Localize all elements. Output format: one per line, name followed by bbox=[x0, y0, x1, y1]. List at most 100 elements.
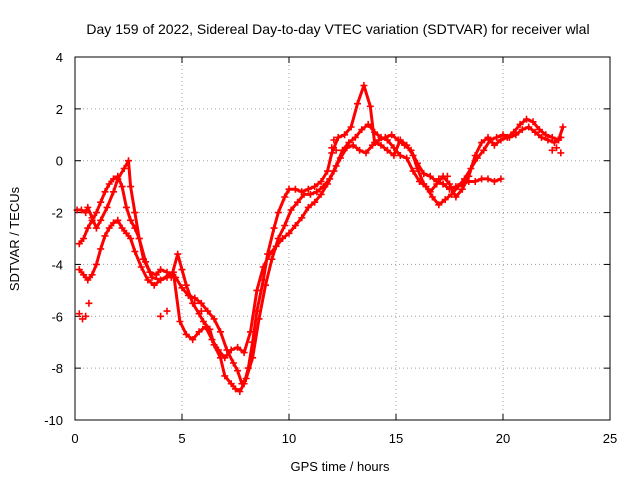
data-point bbox=[413, 159, 421, 167]
data-point bbox=[416, 178, 423, 185]
data-point bbox=[473, 154, 481, 162]
data-point bbox=[101, 188, 109, 196]
data-point bbox=[409, 167, 417, 175]
data-point bbox=[77, 206, 85, 214]
data-point bbox=[347, 123, 355, 131]
data-point bbox=[294, 198, 302, 206]
data-point bbox=[110, 175, 117, 183]
data-point bbox=[240, 349, 248, 357]
data-point bbox=[313, 188, 321, 196]
series-4 bbox=[75, 136, 565, 323]
data-point bbox=[349, 141, 357, 149]
data-point bbox=[304, 185, 312, 193]
data-point bbox=[505, 133, 513, 141]
data-point bbox=[480, 146, 488, 154]
data-point bbox=[88, 271, 96, 279]
data-point bbox=[127, 183, 135, 191]
data-point bbox=[401, 141, 409, 149]
data-point bbox=[97, 216, 105, 224]
series-3 bbox=[75, 131, 505, 362]
data-point bbox=[127, 235, 135, 242]
data-point bbox=[281, 193, 289, 201]
data-point bbox=[197, 307, 205, 315]
data-point bbox=[324, 180, 331, 188]
data-point bbox=[266, 250, 274, 258]
data-point bbox=[120, 165, 128, 172]
data-point bbox=[169, 268, 177, 276]
y-axis-label: SDTVAR / TECUs bbox=[7, 186, 22, 291]
data-point bbox=[446, 185, 453, 193]
data-point bbox=[304, 203, 312, 211]
data-point bbox=[490, 178, 498, 185]
data-point bbox=[210, 315, 218, 323]
data-point bbox=[110, 219, 117, 227]
data-point bbox=[531, 128, 539, 136]
data-point bbox=[362, 149, 370, 157]
data-point bbox=[443, 172, 451, 180]
data-point bbox=[516, 120, 524, 128]
data-point bbox=[354, 100, 361, 108]
series-trace bbox=[77, 122, 563, 386]
data-point bbox=[484, 175, 492, 183]
data-point bbox=[306, 190, 314, 198]
data-point bbox=[125, 157, 132, 165]
data-point bbox=[110, 188, 117, 196]
data-point bbox=[364, 120, 372, 128]
data-point bbox=[85, 299, 93, 307]
data-point bbox=[452, 183, 460, 191]
data-point bbox=[197, 299, 205, 307]
data-point bbox=[255, 315, 263, 323]
y-tick-label: 0 bbox=[56, 154, 63, 169]
data-point bbox=[298, 214, 306, 222]
data-point bbox=[82, 312, 90, 320]
data-point bbox=[163, 273, 171, 281]
data-point bbox=[512, 131, 520, 139]
data-point bbox=[118, 183, 126, 191]
data-point bbox=[448, 190, 456, 198]
data-series bbox=[73, 82, 567, 395]
data-point bbox=[238, 380, 246, 388]
data-point bbox=[371, 128, 379, 136]
data-point bbox=[317, 190, 325, 198]
data-point bbox=[105, 224, 113, 232]
data-point bbox=[191, 299, 199, 307]
data-point bbox=[390, 144, 398, 152]
data-point bbox=[274, 209, 282, 217]
data-point bbox=[458, 180, 466, 188]
series-1 bbox=[73, 82, 567, 395]
data-point bbox=[330, 167, 338, 175]
data-point bbox=[334, 133, 342, 141]
data-point bbox=[461, 175, 468, 183]
data-point bbox=[114, 216, 122, 224]
data-point bbox=[157, 312, 165, 320]
data-point bbox=[394, 136, 402, 144]
data-point bbox=[148, 273, 156, 281]
data-point bbox=[268, 255, 276, 263]
y-tick-label: -8 bbox=[51, 361, 63, 376]
data-point bbox=[176, 318, 184, 325]
data-point bbox=[465, 178, 473, 185]
data-point bbox=[131, 209, 139, 217]
data-point bbox=[377, 141, 385, 149]
data-point bbox=[311, 183, 319, 191]
y-tick-label: 4 bbox=[56, 50, 63, 65]
data-point bbox=[407, 146, 415, 154]
data-point bbox=[249, 354, 257, 362]
data-point bbox=[75, 240, 83, 248]
data-point bbox=[184, 292, 192, 299]
data-point bbox=[234, 343, 242, 351]
data-point bbox=[229, 359, 237, 367]
data-point bbox=[497, 136, 505, 144]
axis-ticks: 0 5 10 15 20 25 -10 -8 -6 -4 -2 0 2 4 bbox=[44, 50, 617, 446]
x-tick-label: 10 bbox=[282, 431, 296, 446]
x-tick-label: 5 bbox=[178, 431, 185, 446]
data-point bbox=[97, 198, 105, 206]
data-point bbox=[92, 209, 100, 217]
data-point bbox=[82, 209, 90, 217]
data-point bbox=[199, 318, 207, 325]
grid bbox=[75, 57, 610, 420]
data-point bbox=[403, 154, 411, 162]
data-point bbox=[497, 175, 505, 183]
data-point bbox=[135, 235, 143, 242]
data-point bbox=[103, 203, 111, 211]
